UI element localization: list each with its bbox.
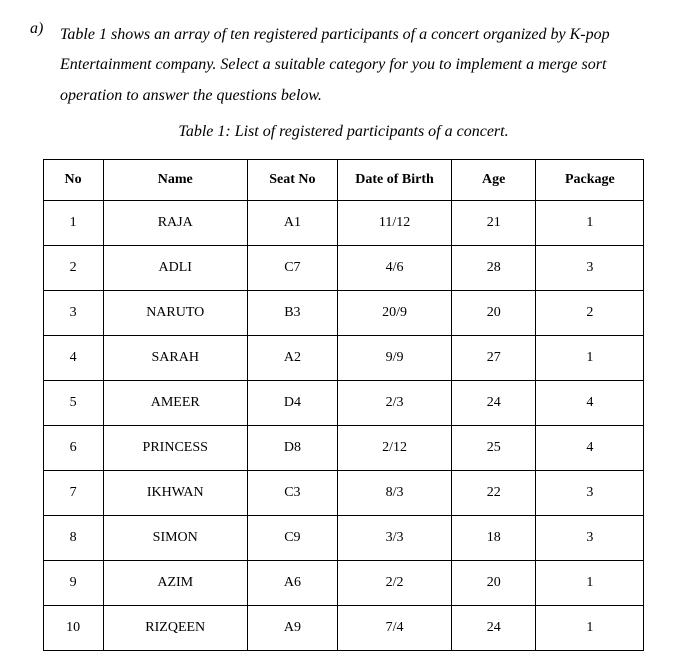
- col-header-no: No: [43, 160, 103, 201]
- table-header-row: No Name Seat No Date of Birth Age Packag…: [43, 160, 644, 201]
- table-cell: SARAH: [103, 336, 247, 381]
- table-row: 5AMEERD42/3244: [43, 381, 644, 426]
- table-cell: NARUTO: [103, 291, 247, 336]
- table-cell: 5: [43, 381, 103, 426]
- table-cell: B3: [247, 291, 337, 336]
- table-cell: 4: [536, 381, 644, 426]
- col-header-name: Name: [103, 160, 247, 201]
- table-cell: 2: [43, 246, 103, 291]
- table-cell: SIMON: [103, 516, 247, 561]
- table-cell: A6: [247, 561, 337, 606]
- table-cell: 7/4: [337, 606, 451, 651]
- table-cell: C9: [247, 516, 337, 561]
- table-cell: 1: [536, 561, 644, 606]
- table-cell: 2/2: [337, 561, 451, 606]
- table-row: 3NARUTOB320/9202: [43, 291, 644, 336]
- table-row: 6PRINCESSD82/12254: [43, 426, 644, 471]
- table-cell: 22: [452, 471, 536, 516]
- col-header-seat: Seat No: [247, 160, 337, 201]
- table-cell: 2/12: [337, 426, 451, 471]
- table-cell: A9: [247, 606, 337, 651]
- table-row: 1RAJAA111/12211: [43, 201, 644, 246]
- table-cell: 24: [452, 381, 536, 426]
- table-cell: 4: [536, 426, 644, 471]
- table-cell: 6: [43, 426, 103, 471]
- table-cell: 9/9: [337, 336, 451, 381]
- table-row: 10RIZQEENA97/4241: [43, 606, 644, 651]
- table-cell: 1: [536, 606, 644, 651]
- table-cell: PRINCESS: [103, 426, 247, 471]
- table-cell: 1: [536, 201, 644, 246]
- table-cell: 8: [43, 516, 103, 561]
- table-row: 2ADLIC74/6283: [43, 246, 644, 291]
- table-cell: 8/3: [337, 471, 451, 516]
- table-cell: 1: [43, 201, 103, 246]
- table-cell: RIZQEEN: [103, 606, 247, 651]
- col-header-dob: Date of Birth: [337, 160, 451, 201]
- table-row: 9AZIMA62/2201: [43, 561, 644, 606]
- table-cell: 28: [452, 246, 536, 291]
- table-cell: A1: [247, 201, 337, 246]
- table-cell: 3: [536, 471, 644, 516]
- table-cell: D8: [247, 426, 337, 471]
- table-cell: C7: [247, 246, 337, 291]
- table-cell: A2: [247, 336, 337, 381]
- table-cell: 20: [452, 561, 536, 606]
- table-cell: 3: [43, 291, 103, 336]
- table-cell: 25: [452, 426, 536, 471]
- table-cell: 10: [43, 606, 103, 651]
- table-cell: 9: [43, 561, 103, 606]
- table-row: 4SARAHA29/9271: [43, 336, 644, 381]
- question-block: a) Table 1 shows an array of ten registe…: [30, 20, 657, 111]
- table-cell: C3: [247, 471, 337, 516]
- table-cell: 4/6: [337, 246, 451, 291]
- table-cell: 24: [452, 606, 536, 651]
- table-row: 7IKHWANC38/3223: [43, 471, 644, 516]
- table-cell: 4: [43, 336, 103, 381]
- table-cell: 2: [536, 291, 644, 336]
- table-cell: 1: [536, 336, 644, 381]
- table-cell: RAJA: [103, 201, 247, 246]
- table-cell: 3/3: [337, 516, 451, 561]
- table-cell: 27: [452, 336, 536, 381]
- table-cell: AMEER: [103, 381, 247, 426]
- question-label: a): [30, 20, 48, 38]
- table-cell: 20: [452, 291, 536, 336]
- participants-table: No Name Seat No Date of Birth Age Packag…: [43, 159, 645, 651]
- table-caption: Table 1: List of registered participants…: [30, 123, 657, 141]
- table-cell: 21: [452, 201, 536, 246]
- table-cell: 2/3: [337, 381, 451, 426]
- table-row: 8SIMONC93/3183: [43, 516, 644, 561]
- table-cell: 18: [452, 516, 536, 561]
- col-header-age: Age: [452, 160, 536, 201]
- table-cell: D4: [247, 381, 337, 426]
- question-text: Table 1 shows an array of ten registered…: [60, 20, 657, 111]
- table-cell: 20/9: [337, 291, 451, 336]
- col-header-package: Package: [536, 160, 644, 201]
- table-cell: 3: [536, 246, 644, 291]
- table-cell: IKHWAN: [103, 471, 247, 516]
- table-cell: 3: [536, 516, 644, 561]
- table-cell: AZIM: [103, 561, 247, 606]
- table-cell: ADLI: [103, 246, 247, 291]
- table-cell: 7: [43, 471, 103, 516]
- table-body: 1RAJAA111/122112ADLIC74/62833NARUTOB320/…: [43, 201, 644, 651]
- table-cell: 11/12: [337, 201, 451, 246]
